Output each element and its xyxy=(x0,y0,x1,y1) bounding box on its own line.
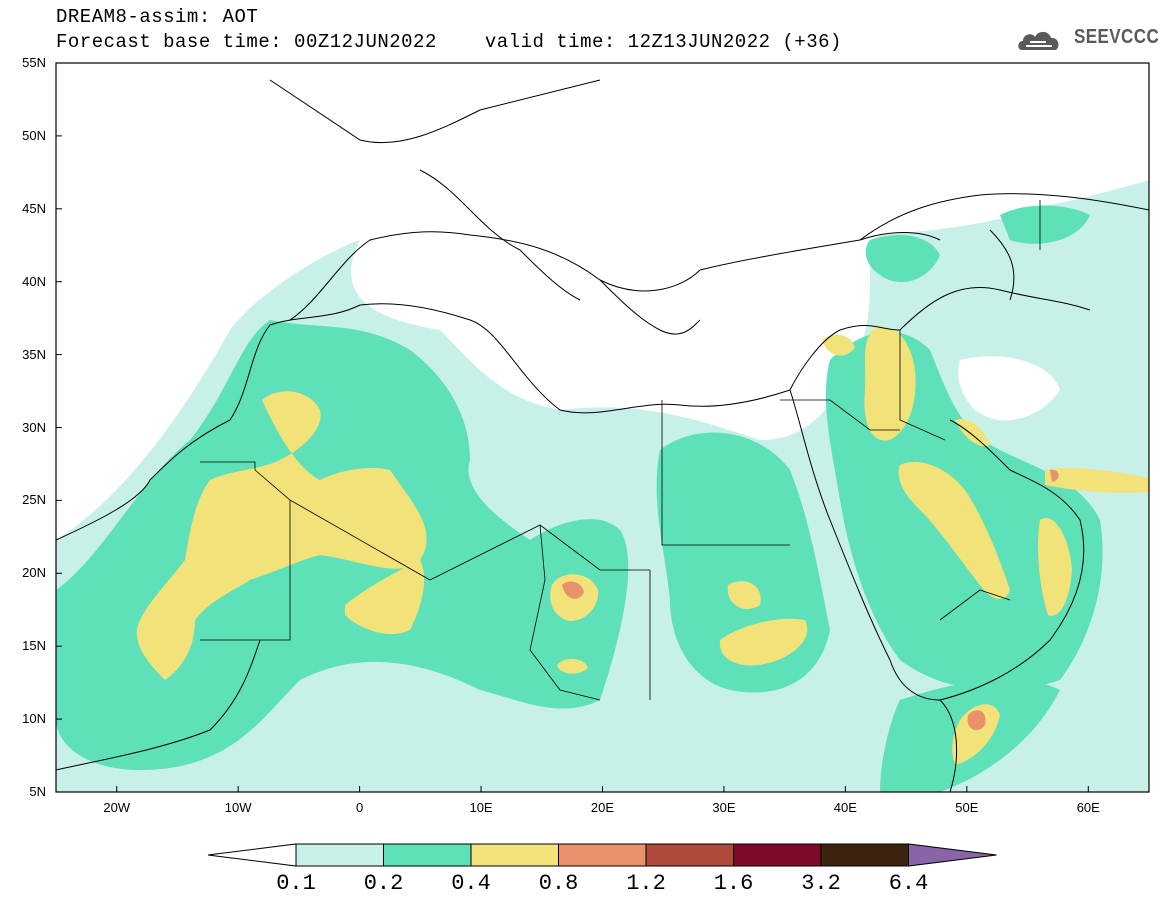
aot-contour-0.1-caspian xyxy=(970,285,1060,319)
colorbar-level-label: 1.2 xyxy=(626,871,666,896)
aot-contour-0.4-mali xyxy=(345,560,425,635)
lon-label: 10E xyxy=(469,800,493,815)
aot-contour-0.4-iraq xyxy=(864,326,916,441)
colorbar-level-label: 0.2 xyxy=(363,871,404,896)
lon-label: 60E xyxy=(1076,800,1100,815)
lon-label: 30E xyxy=(712,800,736,815)
lon-label: 40E xyxy=(833,800,857,815)
brand-logo-text: SEEVCCC xyxy=(1074,26,1160,48)
cloud-icon xyxy=(1018,31,1059,50)
aot-contour-0.4-sudan xyxy=(719,581,808,666)
aot-contour-0.4-syria xyxy=(822,334,855,356)
lon-label: 0 xyxy=(355,800,364,815)
lon-ticks xyxy=(116,786,1089,792)
colorbar-level-label: 3.2 xyxy=(801,871,841,896)
aot-contour-0.4-oman xyxy=(1037,518,1072,616)
lon-label: 50E xyxy=(955,800,979,815)
title: DREAM8-assim: AOT xyxy=(56,6,259,28)
lat-label: 20N xyxy=(22,565,46,581)
aot-contour-0.8-chad xyxy=(562,581,584,599)
lat-ticks xyxy=(56,62,62,793)
lat-label: 45N xyxy=(22,200,46,216)
lat-label: 40N xyxy=(22,273,46,289)
aot-contour-0.8-somalia xyxy=(967,710,986,731)
lat-label: 35N xyxy=(22,346,46,362)
time-info: Forecast base time: 00Z12JUN2022 valid ti… xyxy=(56,31,842,53)
aot-field xyxy=(56,180,1149,792)
aot-contour-0.8-iran xyxy=(1050,469,1059,482)
lat-label: 5N xyxy=(29,784,46,799)
aot-contour-0.4-arabia xyxy=(898,461,1010,600)
colorbar-level-label: 0.8 xyxy=(538,871,579,896)
base-time: Forecast base time: 00Z12JUN2022 xyxy=(56,31,437,53)
colorbar-level-label: 0.1 xyxy=(276,871,316,896)
colorbar-level-label: 1.6 xyxy=(713,871,754,896)
aot-contour-0.2-caspian xyxy=(1000,205,1090,244)
lat-label: 15N xyxy=(22,638,46,654)
aot-contour-0.4-chad-south xyxy=(557,658,588,674)
lat-label: 10N xyxy=(22,711,46,727)
aot-contour-0.4-morocco xyxy=(136,391,427,680)
valid-time: valid time: 12Z13JUN2022 (+36) xyxy=(484,31,842,53)
lat-label: 25N xyxy=(22,492,46,508)
aot-contour-0.2-caucasus xyxy=(865,235,940,283)
lat-label: 30N xyxy=(22,419,46,435)
lon-label: 10W xyxy=(224,800,252,815)
colorbar-level-label: 0.4 xyxy=(451,871,491,896)
aot-contour-0.1-white-gap xyxy=(958,356,1060,421)
lon-label: 20W xyxy=(103,800,131,815)
lat-label: 55N xyxy=(22,55,46,70)
country-borders xyxy=(200,200,1041,701)
aot-contour-0.4-somalia xyxy=(952,704,1000,765)
colorbar-level-label: 6.4 xyxy=(888,871,929,896)
lon-label: 20E xyxy=(590,800,615,815)
aot-contour-0.4-gulf xyxy=(955,419,990,447)
lat-label: 50N xyxy=(22,127,46,143)
aot-contour-0.4-iran xyxy=(1045,467,1149,493)
